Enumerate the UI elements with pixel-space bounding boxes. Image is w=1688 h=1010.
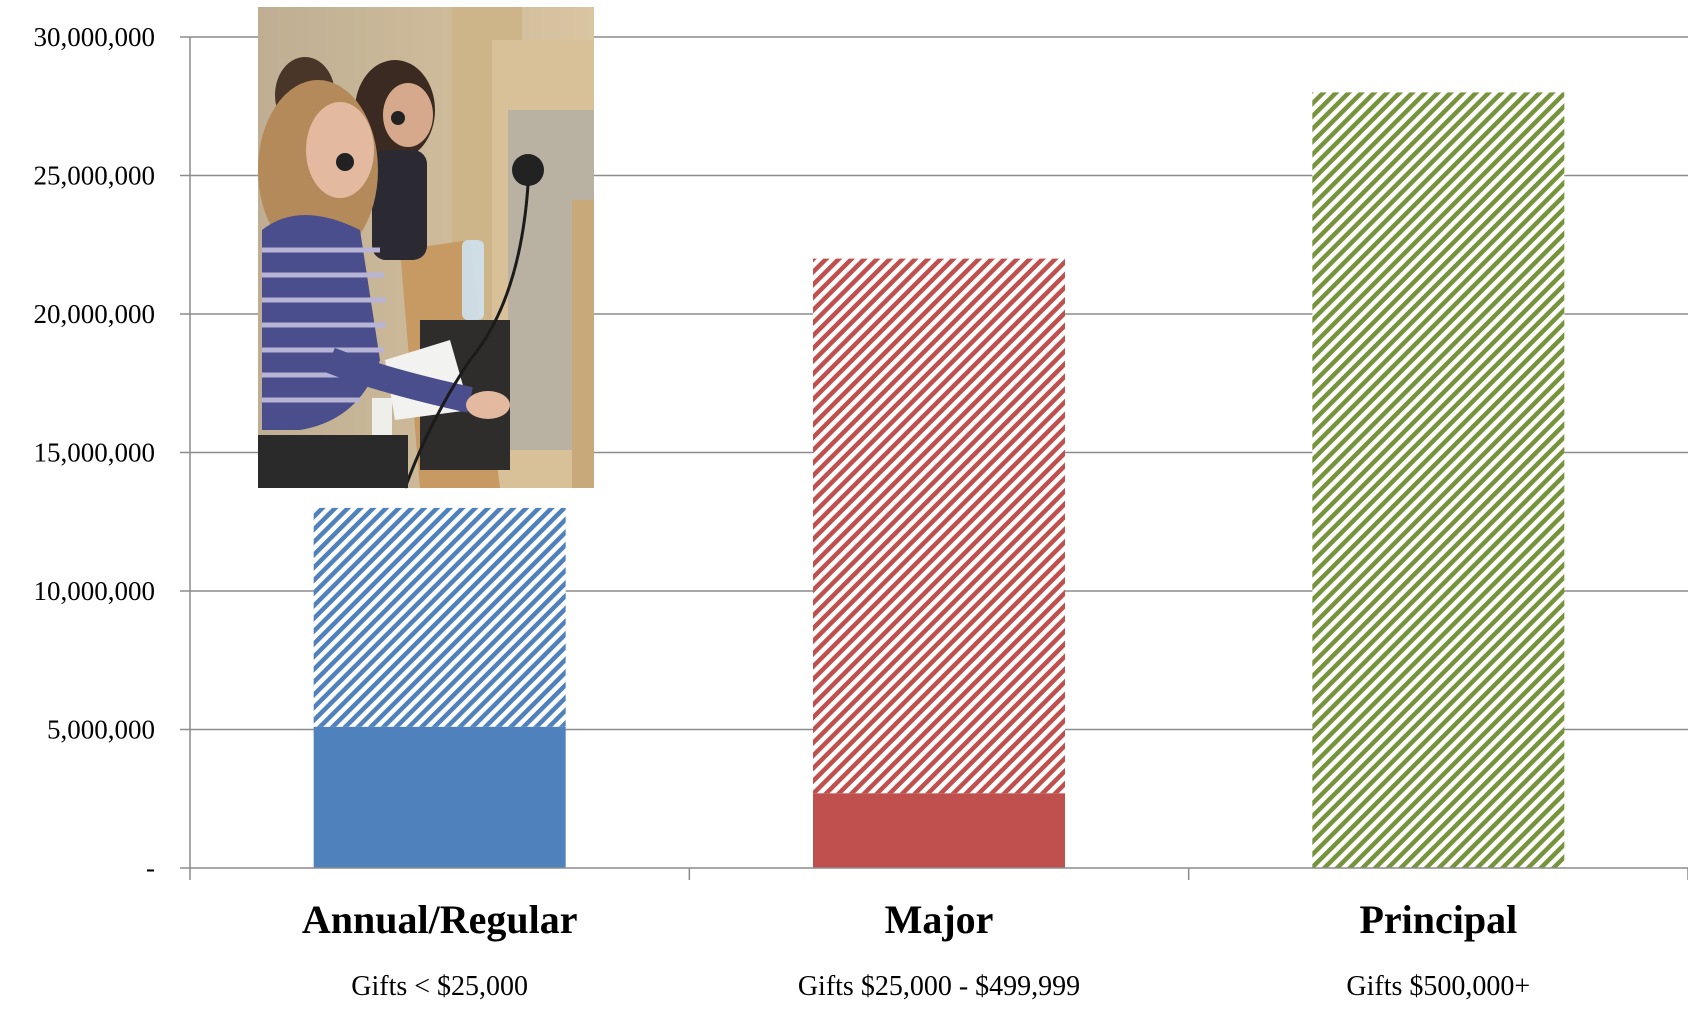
bar-hatched-segment [1312, 92, 1565, 868]
y-axis-tick-labels: - 5,000,000 10,000,000 15,000,000 20,000,000… [34, 22, 156, 883]
y-tick-label: 20,000,000 [34, 299, 156, 329]
y-tick-label: 10,000,000 [34, 576, 156, 606]
category-label: Principal [1359, 897, 1517, 942]
x-axis-category-labels: Annual/Regular Gifts < $25,000 Major Gifts … [302, 897, 1530, 1002]
category-subtitle: Gifts $25,000 - $499,999 [798, 971, 1080, 1002]
bar-hatched-segment [813, 258, 1065, 794]
y-tick-label: 25,000,000 [34, 161, 156, 191]
y-tick-label: - [146, 853, 155, 883]
bar-solid-segment [813, 793, 1065, 868]
y-tick-label: 15,000,000 [34, 438, 156, 468]
y-tick-label: 5,000,000 [47, 715, 155, 745]
x-axis [180, 36, 1688, 880]
category-label: Annual/Regular [302, 897, 578, 942]
bars [313, 92, 1565, 868]
category-label: Major [885, 897, 994, 942]
category-subtitle: Gifts < $25,000 [351, 971, 528, 1002]
bar-solid-segment [313, 726, 566, 868]
category-subtitle: Gifts $500,000+ [1346, 971, 1530, 1002]
bar-hatched-segment [313, 507, 566, 727]
inset-photo-call-center [258, 7, 594, 489]
y-tick-label: 30,000,000 [34, 22, 156, 52]
